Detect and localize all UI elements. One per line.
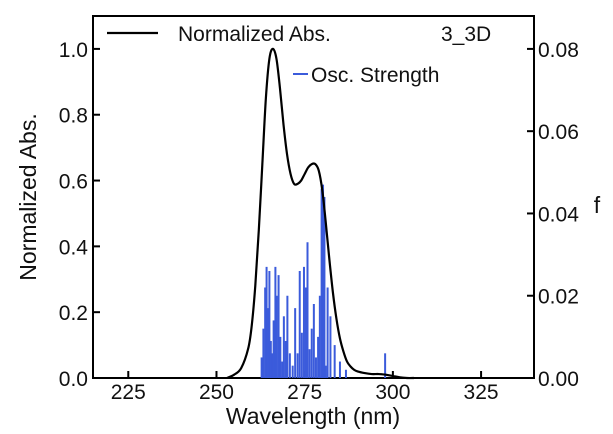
y2-axis-ticks: 0.00 0.02 0.04 0.06 0.08: [527, 39, 579, 391]
panel-annotation: 3_3D: [441, 23, 491, 46]
y-tick-label: 0.2: [59, 302, 88, 325]
x-tick-label: 225: [111, 381, 146, 404]
legend-label-osc-strength: Osc. Strength: [311, 64, 439, 87]
y-tick-label: 0.4: [59, 236, 89, 259]
x-tick-label: 250: [199, 381, 234, 404]
oscillator-strength-sticks: [260, 184, 387, 378]
y-tick-label: 0.6: [59, 171, 88, 194]
y-tick-label: 0.8: [59, 105, 88, 128]
legend-label-normalized-abs: Normalized Abs.: [178, 23, 331, 46]
x-axis-title: Wavelength (nm): [226, 403, 400, 429]
x-tick-label: 325: [464, 381, 499, 404]
normalized-abs-line: [226, 47, 415, 380]
y2-tick-label: 0.04: [538, 203, 579, 226]
y-axis-title: Normalized Abs.: [15, 113, 41, 280]
y2-tick-label: 0.06: [538, 121, 579, 144]
y-axis-ticks: 0.0 0.2 0.4 0.6 0.8 1.0: [59, 39, 100, 391]
y-tick-label: 1.0: [59, 39, 88, 62]
y2-tick-label: 0.00: [538, 368, 579, 391]
y2-tick-label: 0.02: [538, 286, 579, 309]
x-tick-label: 275: [287, 381, 322, 404]
y2-tick-label: 0.08: [538, 39, 579, 62]
x-tick-label: 300: [375, 381, 410, 404]
y-tick-label: 0.0: [59, 368, 88, 391]
x-axis-ticks: 225 250 275 300 325: [111, 371, 499, 404]
y2-axis-title: f: [594, 192, 601, 218]
